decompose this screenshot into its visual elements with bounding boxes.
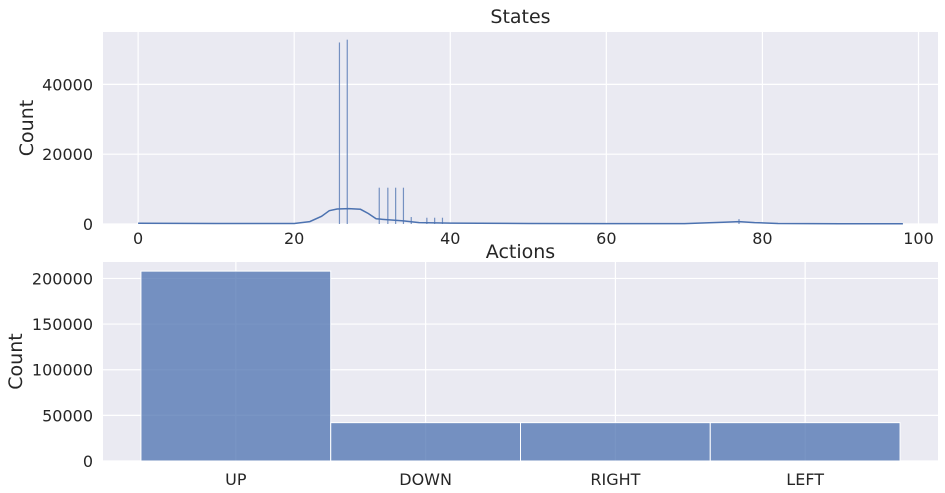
states-x-tick-labels: 0 20 40 60 80 100 bbox=[133, 229, 934, 248]
states-x-tick-label: 20 bbox=[284, 229, 304, 248]
actions-bar-up bbox=[140, 270, 332, 462]
states-x-tick-label: 100 bbox=[903, 229, 934, 248]
states-bar bbox=[346, 39, 348, 225]
states-bar bbox=[426, 217, 428, 224]
states-y-tick-label: 20000 bbox=[42, 145, 93, 164]
states-bar bbox=[434, 217, 436, 224]
states-y-tick-labels: 0 20000 40000 bbox=[42, 75, 93, 234]
actions-y-tick-labels: 0 50000 100000 150000 200000 bbox=[32, 269, 93, 471]
states-x-tick-label: 0 bbox=[133, 229, 143, 248]
actions-bar-down bbox=[330, 422, 521, 462]
actions-title: Actions bbox=[486, 241, 555, 263]
states-x-tick-label: 60 bbox=[596, 229, 616, 248]
states-y-axis-label: Count bbox=[16, 100, 38, 156]
actions-chart: UP DOWN RIGHT LEFT 0 50000 100000 150000 200000… bbox=[5, 241, 938, 489]
actions-x-tick-label: DOWN bbox=[399, 470, 452, 489]
states-bar bbox=[387, 187, 389, 224]
actions-x-tick-label: LEFT bbox=[786, 470, 824, 489]
actions-x-tick-label: RIGHT bbox=[590, 470, 640, 489]
actions-y-tick-label: 150000 bbox=[32, 315, 93, 334]
states-title: States bbox=[490, 6, 550, 28]
states-bar bbox=[402, 187, 405, 224]
actions-x-tick-labels: UP DOWN RIGHT LEFT bbox=[225, 470, 824, 489]
states-bar bbox=[410, 217, 412, 224]
actions-bar-right bbox=[520, 422, 711, 462]
states-chart: 0 20 40 60 80 100 0 20000 40000 States Count bbox=[16, 6, 938, 248]
actions-y-tick-label: 100000 bbox=[32, 361, 93, 380]
actions-bar-left bbox=[709, 422, 901, 462]
states-plot-area bbox=[103, 32, 938, 224]
states-y-tick-label: 0 bbox=[83, 215, 93, 234]
actions-y-axis-label: Count bbox=[5, 333, 27, 389]
states-bar bbox=[395, 187, 397, 224]
states-kde-line bbox=[138, 207, 903, 225]
states-bar bbox=[338, 42, 341, 224]
actions-x-tick-label: UP bbox=[225, 470, 247, 489]
states-x-tick-label: 80 bbox=[752, 229, 772, 248]
states-y-tick-label: 40000 bbox=[42, 75, 93, 94]
actions-y-tick-label: 200000 bbox=[32, 269, 93, 288]
actions-y-tick-label: 0 bbox=[83, 452, 93, 471]
states-bar bbox=[378, 187, 380, 224]
states-bar bbox=[441, 217, 444, 224]
actions-bars bbox=[140, 270, 901, 462]
states-x-tick-label: 40 bbox=[440, 229, 460, 248]
actions-y-tick-label: 50000 bbox=[42, 406, 93, 425]
